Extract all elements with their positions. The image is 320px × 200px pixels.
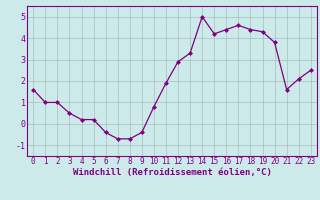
X-axis label: Windchill (Refroidissement éolien,°C): Windchill (Refroidissement éolien,°C) — [73, 168, 271, 177]
